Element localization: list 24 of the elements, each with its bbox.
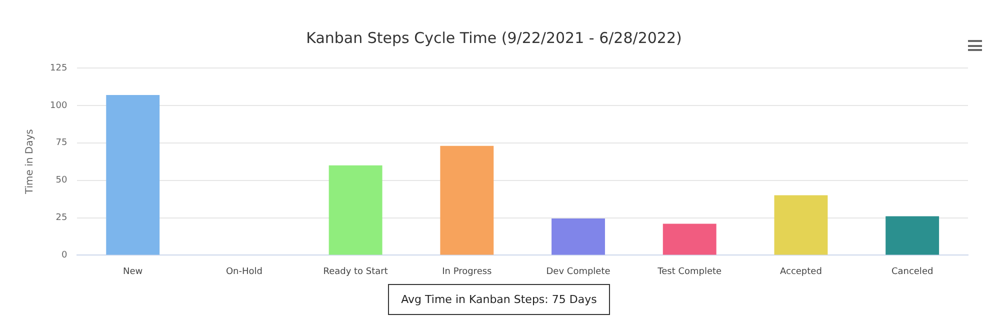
bar bbox=[886, 216, 940, 255]
x-tick-label: Ready to Start bbox=[323, 266, 388, 277]
text: Avg Time in Kanban Steps: 75 Days bbox=[388, 284, 610, 315]
y-tick-label: 75 bbox=[56, 138, 68, 148]
y-tick-label: 25 bbox=[56, 213, 68, 224]
bar bbox=[106, 94, 160, 255]
y-axis-title: Time in Days bbox=[24, 129, 36, 196]
chart-title: Kanban Steps Cycle Time (9/22/2021 - 6/28/2022) bbox=[306, 28, 682, 47]
y-tick-label: 125 bbox=[50, 63, 68, 74]
x-tick-label: Test Complete bbox=[656, 266, 722, 277]
y-tick-label: 0 bbox=[61, 250, 68, 261]
x-tick-label: Canceled bbox=[891, 266, 934, 277]
x-tick-label: New bbox=[123, 266, 143, 277]
bar bbox=[328, 165, 382, 255]
x-tick-label: In Progress bbox=[442, 266, 492, 277]
x-tick-label: Dev Complete bbox=[546, 266, 611, 277]
x-tick-label: Accepted bbox=[780, 266, 822, 277]
bar bbox=[440, 146, 494, 255]
y-tick-label: 50 bbox=[56, 176, 68, 186]
bar bbox=[662, 224, 716, 255]
bar bbox=[552, 218, 605, 255]
bar bbox=[774, 195, 828, 255]
y-tick-label: 100 bbox=[50, 100, 68, 111]
x-tick-label: On-Hold bbox=[226, 266, 262, 277]
